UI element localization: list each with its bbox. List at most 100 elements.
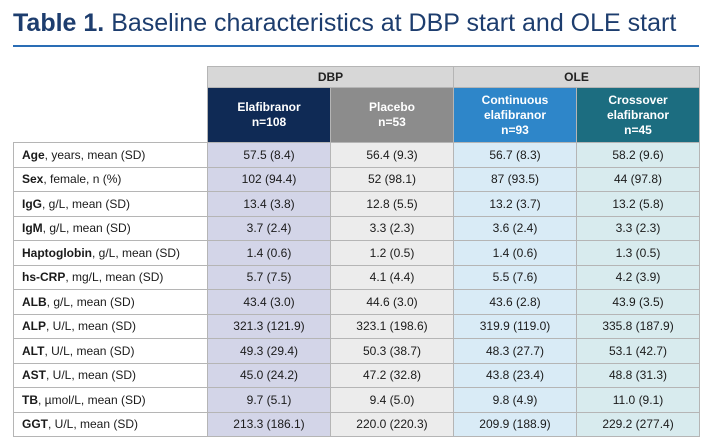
value-cell: 220.0 (220.3)	[330, 411, 454, 437]
value-cell: 87 (93.5)	[453, 166, 577, 192]
value-cell: 58.2 (9.6)	[575, 142, 701, 168]
value-cell: 13.2 (3.7)	[453, 191, 577, 217]
value-cell: 213.3 (186.1)	[207, 411, 331, 437]
baseline-table: DBP OLE Elafibranor n=108 Placebo n=53 C…	[13, 66, 701, 437]
row-label: hs-CRP, mg/L, mean (SD)	[13, 264, 208, 290]
row-label-name: GGT	[22, 417, 48, 432]
row-label-desc: , g/L, mean (SD)	[91, 245, 181, 260]
arm-header-continuous: Continuous elafibranor n=93	[453, 87, 577, 143]
value-cell: 11.0 (9.1)	[575, 387, 701, 413]
value-cell: 48.3 (27.7)	[453, 338, 577, 364]
arm-header-elafibranor: Elafibranor n=108	[207, 87, 331, 143]
value-cell: 3.7 (2.4)	[207, 215, 331, 241]
value-cell: 53.1 (42.7)	[575, 338, 701, 364]
row-label: TB, µmol/L, mean (SD)	[13, 387, 208, 413]
value-cell: 1.4 (0.6)	[453, 240, 577, 266]
row-label-desc: , g/L, mean (SD)	[42, 196, 131, 211]
value-cell: 229.2 (277.4)	[575, 411, 701, 437]
arm-header-row: Elafibranor n=108 Placebo n=53 Continuou…	[13, 87, 701, 143]
arm-n: n=108	[251, 115, 287, 129]
arm-name: Placebo	[368, 100, 416, 114]
table-title-text: Baseline characteristics at DBP start an…	[111, 9, 677, 37]
value-cell: 1.3 (0.5)	[575, 240, 701, 266]
table-row: Age, years, mean (SD) 57.5 (8.4) 56.4 (9.3…	[13, 142, 701, 168]
value-cell: 3.6 (2.4)	[453, 215, 577, 241]
row-label-desc: , g/L, mean (SD)	[42, 221, 131, 236]
row-label-desc: , µmol/L, mean (SD)	[38, 392, 146, 407]
group-header-spacer	[13, 66, 208, 88]
arm-header-placebo: Placebo n=53	[330, 87, 454, 143]
table-number: Table 1.	[13, 9, 105, 37]
value-cell: 1.4 (0.6)	[207, 240, 331, 266]
row-label-name: Haptoglobin	[22, 245, 92, 260]
value-cell: 321.3 (121.9)	[207, 313, 331, 339]
table-row: hs-CRP, mg/L, mean (SD) 5.7 (7.5) 4.1 (4.4…	[13, 264, 701, 290]
value-cell: 57.5 (8.4)	[207, 142, 331, 168]
value-cell: 43.6 (2.8)	[453, 289, 577, 315]
table-row: ALP, U/L, mean (SD) 321.3 (121.9) 323.1 (1…	[13, 313, 701, 339]
arm-n: n=45	[624, 122, 652, 137]
table-row: IgG, g/L, mean (SD) 13.4 (3.8) 12.8 (5.5) 1…	[13, 191, 701, 217]
arm-name-2: elafibranor	[483, 107, 546, 122]
row-label-desc: , g/L, mean (SD)	[46, 294, 135, 309]
value-cell: 44 (97.8)	[575, 166, 701, 192]
row-label-name: ALB	[22, 294, 47, 309]
table-row: GGT, U/L, mean (SD) 213.3 (186.1) 220.0 (2…	[13, 411, 701, 437]
row-label: Haptoglobin, g/L, mean (SD)	[13, 240, 208, 266]
row-label: ALP, U/L, mean (SD)	[13, 313, 208, 339]
title-divider	[13, 45, 699, 47]
row-label-name: IgM	[22, 221, 43, 236]
row-label-name: Sex	[22, 172, 44, 187]
arm-header-spacer	[13, 87, 208, 143]
table-row: Sex, female, n (%) 102 (94.4) 52 (98.1) 87 …	[13, 166, 701, 192]
value-cell: 4.2 (3.9)	[575, 264, 701, 290]
row-label-name: ALP	[22, 319, 46, 334]
row-label: GGT, U/L, mean (SD)	[13, 411, 208, 437]
value-cell: 9.4 (5.0)	[330, 387, 454, 413]
table-row: Haptoglobin, g/L, mean (SD) 1.4 (0.6) 1.2 …	[13, 240, 701, 266]
value-cell: 52 (98.1)	[330, 166, 454, 192]
table-title: Table 1. Baseline characteristics at DBP…	[13, 6, 703, 40]
row-label: IgM, g/L, mean (SD)	[13, 215, 208, 241]
row-label: Sex, female, n (%)	[13, 166, 208, 192]
table-row: ALB, g/L, mean (SD) 43.4 (3.0) 44.6 (3.0) 4…	[13, 289, 701, 315]
value-cell: 102 (94.4)	[207, 166, 331, 192]
value-cell: 56.4 (9.3)	[330, 142, 454, 168]
value-cell: 13.2 (5.8)	[575, 191, 701, 217]
row-label: IgG, g/L, mean (SD)	[13, 191, 208, 217]
value-cell: 47.2 (32.8)	[330, 362, 454, 388]
arm-name: Continuous	[481, 92, 549, 107]
row-label-name: TB	[22, 392, 38, 407]
value-cell: 43.4 (3.0)	[207, 289, 331, 315]
arm-header-crossover: Crossover elafibranor n=45	[575, 87, 701, 143]
value-cell: 49.3 (29.4)	[207, 338, 331, 364]
value-cell: 44.6 (3.0)	[330, 289, 454, 315]
value-cell: 43.8 (23.4)	[453, 362, 577, 388]
value-cell: 319.9 (119.0)	[453, 313, 577, 339]
table-row: ALT, U/L, mean (SD) 49.3 (29.4) 50.3 (38.7…	[13, 338, 701, 364]
row-label-desc: , U/L, mean (SD)	[48, 417, 139, 432]
row-label-name: hs-CRP	[22, 270, 66, 285]
row-label: Age, years, mean (SD)	[13, 142, 208, 168]
group-header-dbp: DBP	[207, 66, 454, 88]
row-label-desc: , U/L, mean (SD)	[46, 319, 137, 334]
row-label: ALT, U/L, mean (SD)	[13, 338, 208, 364]
value-cell: 209.9 (188.9)	[453, 411, 577, 437]
value-cell: 3.3 (2.3)	[575, 215, 701, 241]
value-cell: 3.3 (2.3)	[330, 215, 454, 241]
table-row: IgM, g/L, mean (SD) 3.7 (2.4) 3.3 (2.3) 3.6…	[13, 215, 701, 241]
value-cell: 1.2 (0.5)	[330, 240, 454, 266]
value-cell: 43.9 (3.5)	[575, 289, 701, 315]
row-label: AST, U/L, mean (SD)	[13, 362, 208, 388]
row-label-desc: , years, mean (SD)	[44, 147, 146, 162]
group-header-row: DBP OLE	[13, 66, 701, 88]
arm-name: Elafibranor	[237, 100, 301, 114]
value-cell: 12.8 (5.5)	[330, 191, 454, 217]
row-label-name: Age	[22, 147, 45, 162]
arm-name: Crossover	[608, 92, 668, 107]
value-cell: 45.0 (24.2)	[207, 362, 331, 388]
value-cell: 335.8 (187.9)	[575, 313, 701, 339]
table-row: AST, U/L, mean (SD) 45.0 (24.2) 47.2 (32.8…	[13, 362, 701, 388]
row-label-name: IgG	[22, 196, 42, 211]
arm-n: n=53	[378, 115, 406, 129]
